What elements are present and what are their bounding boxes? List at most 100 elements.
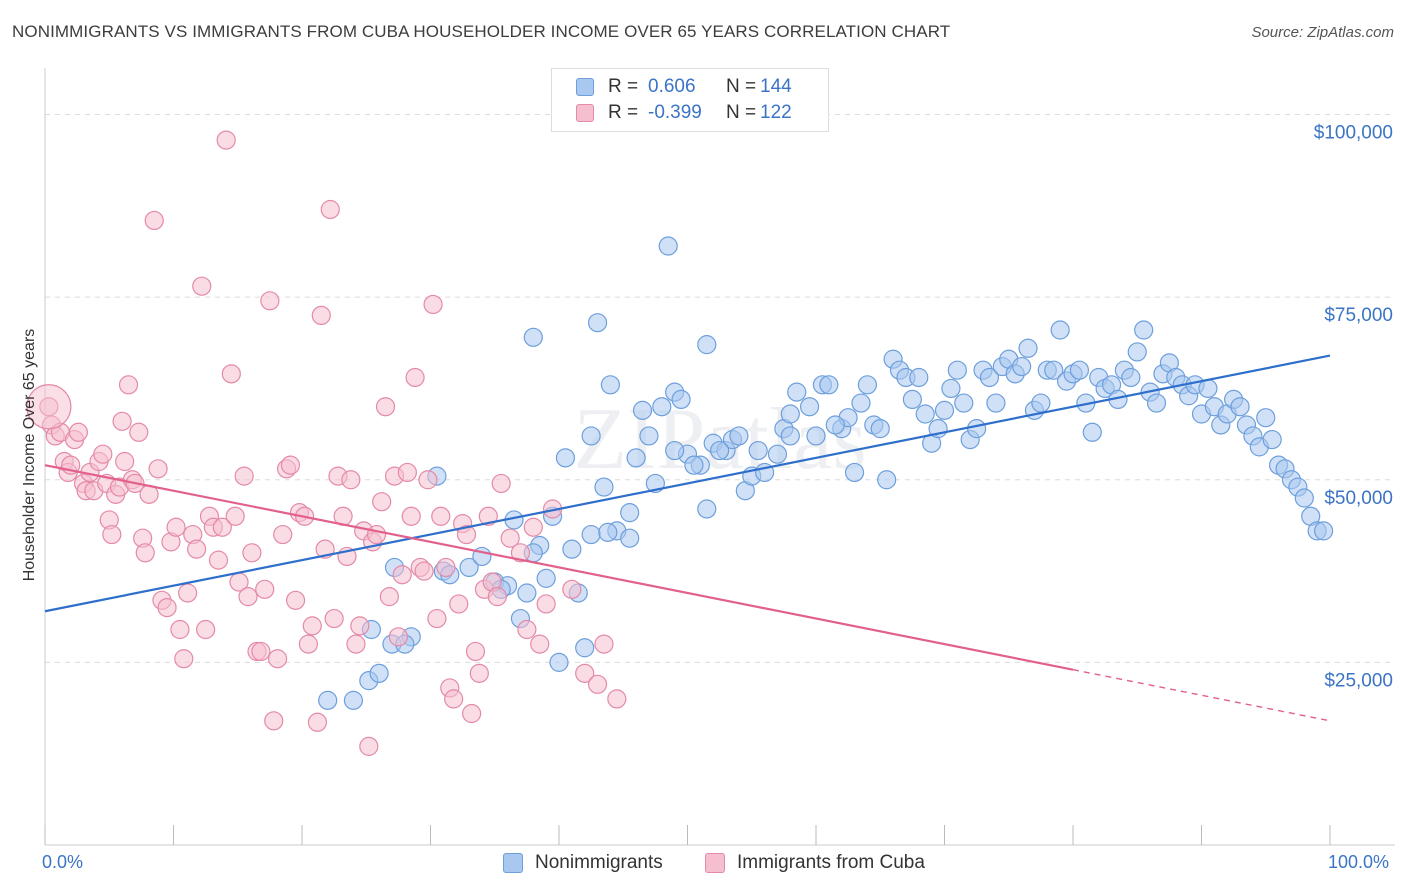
cuba-point: [431, 506, 451, 526]
cuba-point: [375, 397, 396, 417]
cuba-point: [68, 422, 89, 442]
nonimmigrant-point: [780, 404, 800, 424]
r-label: R =: [608, 76, 639, 97]
chart-source: Source: ZipAtlas.com: [1251, 24, 1394, 41]
cuba-point: [112, 411, 132, 431]
cuba-point: [311, 305, 331, 326]
y-axis-label: Householder Income Over 65 years: [21, 328, 38, 582]
legend-swatch-cuba: [705, 853, 725, 873]
cuba-point: [267, 649, 288, 669]
cuba-point: [221, 364, 241, 384]
trend-lines: [44, 354, 1331, 722]
nonimmigrant-point: [1050, 320, 1070, 340]
nonimmigrant-point: [600, 375, 621, 395]
cuba-point: [234, 466, 254, 486]
nonimmigrant-point: [806, 426, 826, 446]
chart-title: NONIMMIGRANTS VS IMMIGRANTS FROM CUBA HO…: [12, 22, 951, 41]
cuba-point: [418, 470, 438, 490]
nonimmigrant-point: [799, 397, 820, 417]
cuba-point: [307, 712, 328, 732]
legend-swatch-nonimmigrants: [576, 78, 594, 96]
cuba-point: [302, 616, 322, 636]
nonimmigrant-point: [1262, 429, 1282, 450]
cuba-point: [135, 543, 155, 563]
cuba-point: [523, 517, 543, 537]
cuba-point: [346, 634, 366, 654]
nonimmigrant-point: [825, 415, 845, 435]
nonimmigrant-point: [620, 528, 640, 548]
nonimmigrant-point: [555, 448, 576, 468]
cuba-point: [575, 663, 595, 683]
cuba-point: [115, 451, 135, 472]
cuba-point: [216, 130, 236, 150]
nonimmigrant-point: [902, 389, 922, 410]
legend-swatch-cuba: [576, 104, 594, 122]
cuba-point: [500, 528, 520, 548]
nonimmigrant-point: [671, 389, 691, 410]
nonimmigrant-point: [967, 419, 987, 439]
n-value: 144: [760, 76, 792, 97]
legend-item-nonimmigrants[interactable]: Nonimmigrants: [503, 852, 663, 874]
cuba-point: [324, 608, 344, 629]
cuba-point: [264, 711, 284, 731]
cuba-point: [238, 587, 258, 607]
nonimmigrant-point: [697, 499, 717, 519]
n-label: N =: [726, 76, 757, 97]
nonimmigrant-point: [941, 378, 961, 399]
cuba-point: [607, 689, 627, 709]
cuba-point: [366, 524, 387, 545]
nonimmigrant-point: [639, 426, 659, 446]
cuba-point: [93, 444, 113, 464]
nonimmigrant-point: [1044, 360, 1064, 380]
cuba-point: [536, 594, 556, 614]
legend-label-nonimmigrants: Nonimmigrants: [535, 852, 663, 873]
nonimmigrant-point: [787, 382, 807, 402]
nonimmigrant-point: [665, 440, 685, 461]
cuba-point: [388, 627, 408, 647]
nonimmigrant-point: [318, 690, 338, 710]
cuba-point: [449, 594, 469, 614]
nonimmigrant-point: [819, 375, 839, 395]
nonimmigrant-point: [877, 470, 897, 490]
nonimmigrant-point: [729, 426, 749, 446]
cuba-point: [562, 579, 582, 599]
nonimmigrant-point: [620, 503, 640, 523]
series-legend: Nonimmigrants Immigrants from Cuba: [0, 852, 1406, 876]
nonimmigrant-point: [748, 440, 768, 461]
cuba-point: [530, 634, 550, 654]
cuba-point: [594, 634, 614, 654]
cuba-point: [379, 587, 399, 607]
nonimmigrant-point: [459, 557, 479, 578]
legend-row-cuba: R = -0.399 N = 122: [576, 101, 792, 125]
cuba-point: [517, 619, 537, 640]
legend-swatch-nonimmigrants: [503, 853, 523, 873]
cuba-point: [178, 583, 198, 603]
cuba-point: [260, 291, 280, 311]
nonimmigrant-point: [710, 440, 730, 461]
cuba-trend-line: [44, 464, 1074, 671]
nonimmigrant-point: [581, 524, 601, 545]
nonimmigrant-point: [575, 638, 595, 658]
cuba-point: [255, 579, 275, 599]
nonimmigrant-point: [523, 327, 543, 347]
nonimmigrant-point: [870, 419, 890, 439]
legend-item-cuba[interactable]: Immigrants from Cuba: [705, 852, 925, 874]
cuba-point: [341, 470, 361, 490]
cuba-point: [26, 384, 72, 430]
cuba-point: [196, 619, 216, 640]
nonimmigrant-point: [652, 397, 672, 417]
nonimmigrant-point: [369, 663, 389, 683]
nonimmigrant-point: [343, 690, 363, 710]
nonimmigrant-point: [857, 375, 878, 395]
nonimmigrant-point: [954, 393, 974, 413]
cuba-point: [174, 649, 194, 669]
cuba-points: [26, 130, 627, 756]
cuba-point: [405, 367, 425, 388]
cuba-point: [372, 492, 392, 512]
cuba-point: [359, 736, 379, 756]
r-value: 0.606: [648, 76, 696, 97]
cuba-point: [414, 561, 434, 581]
x-tick-label-max: 100.0%: [1328, 852, 1390, 872]
cuba-point: [469, 663, 489, 683]
